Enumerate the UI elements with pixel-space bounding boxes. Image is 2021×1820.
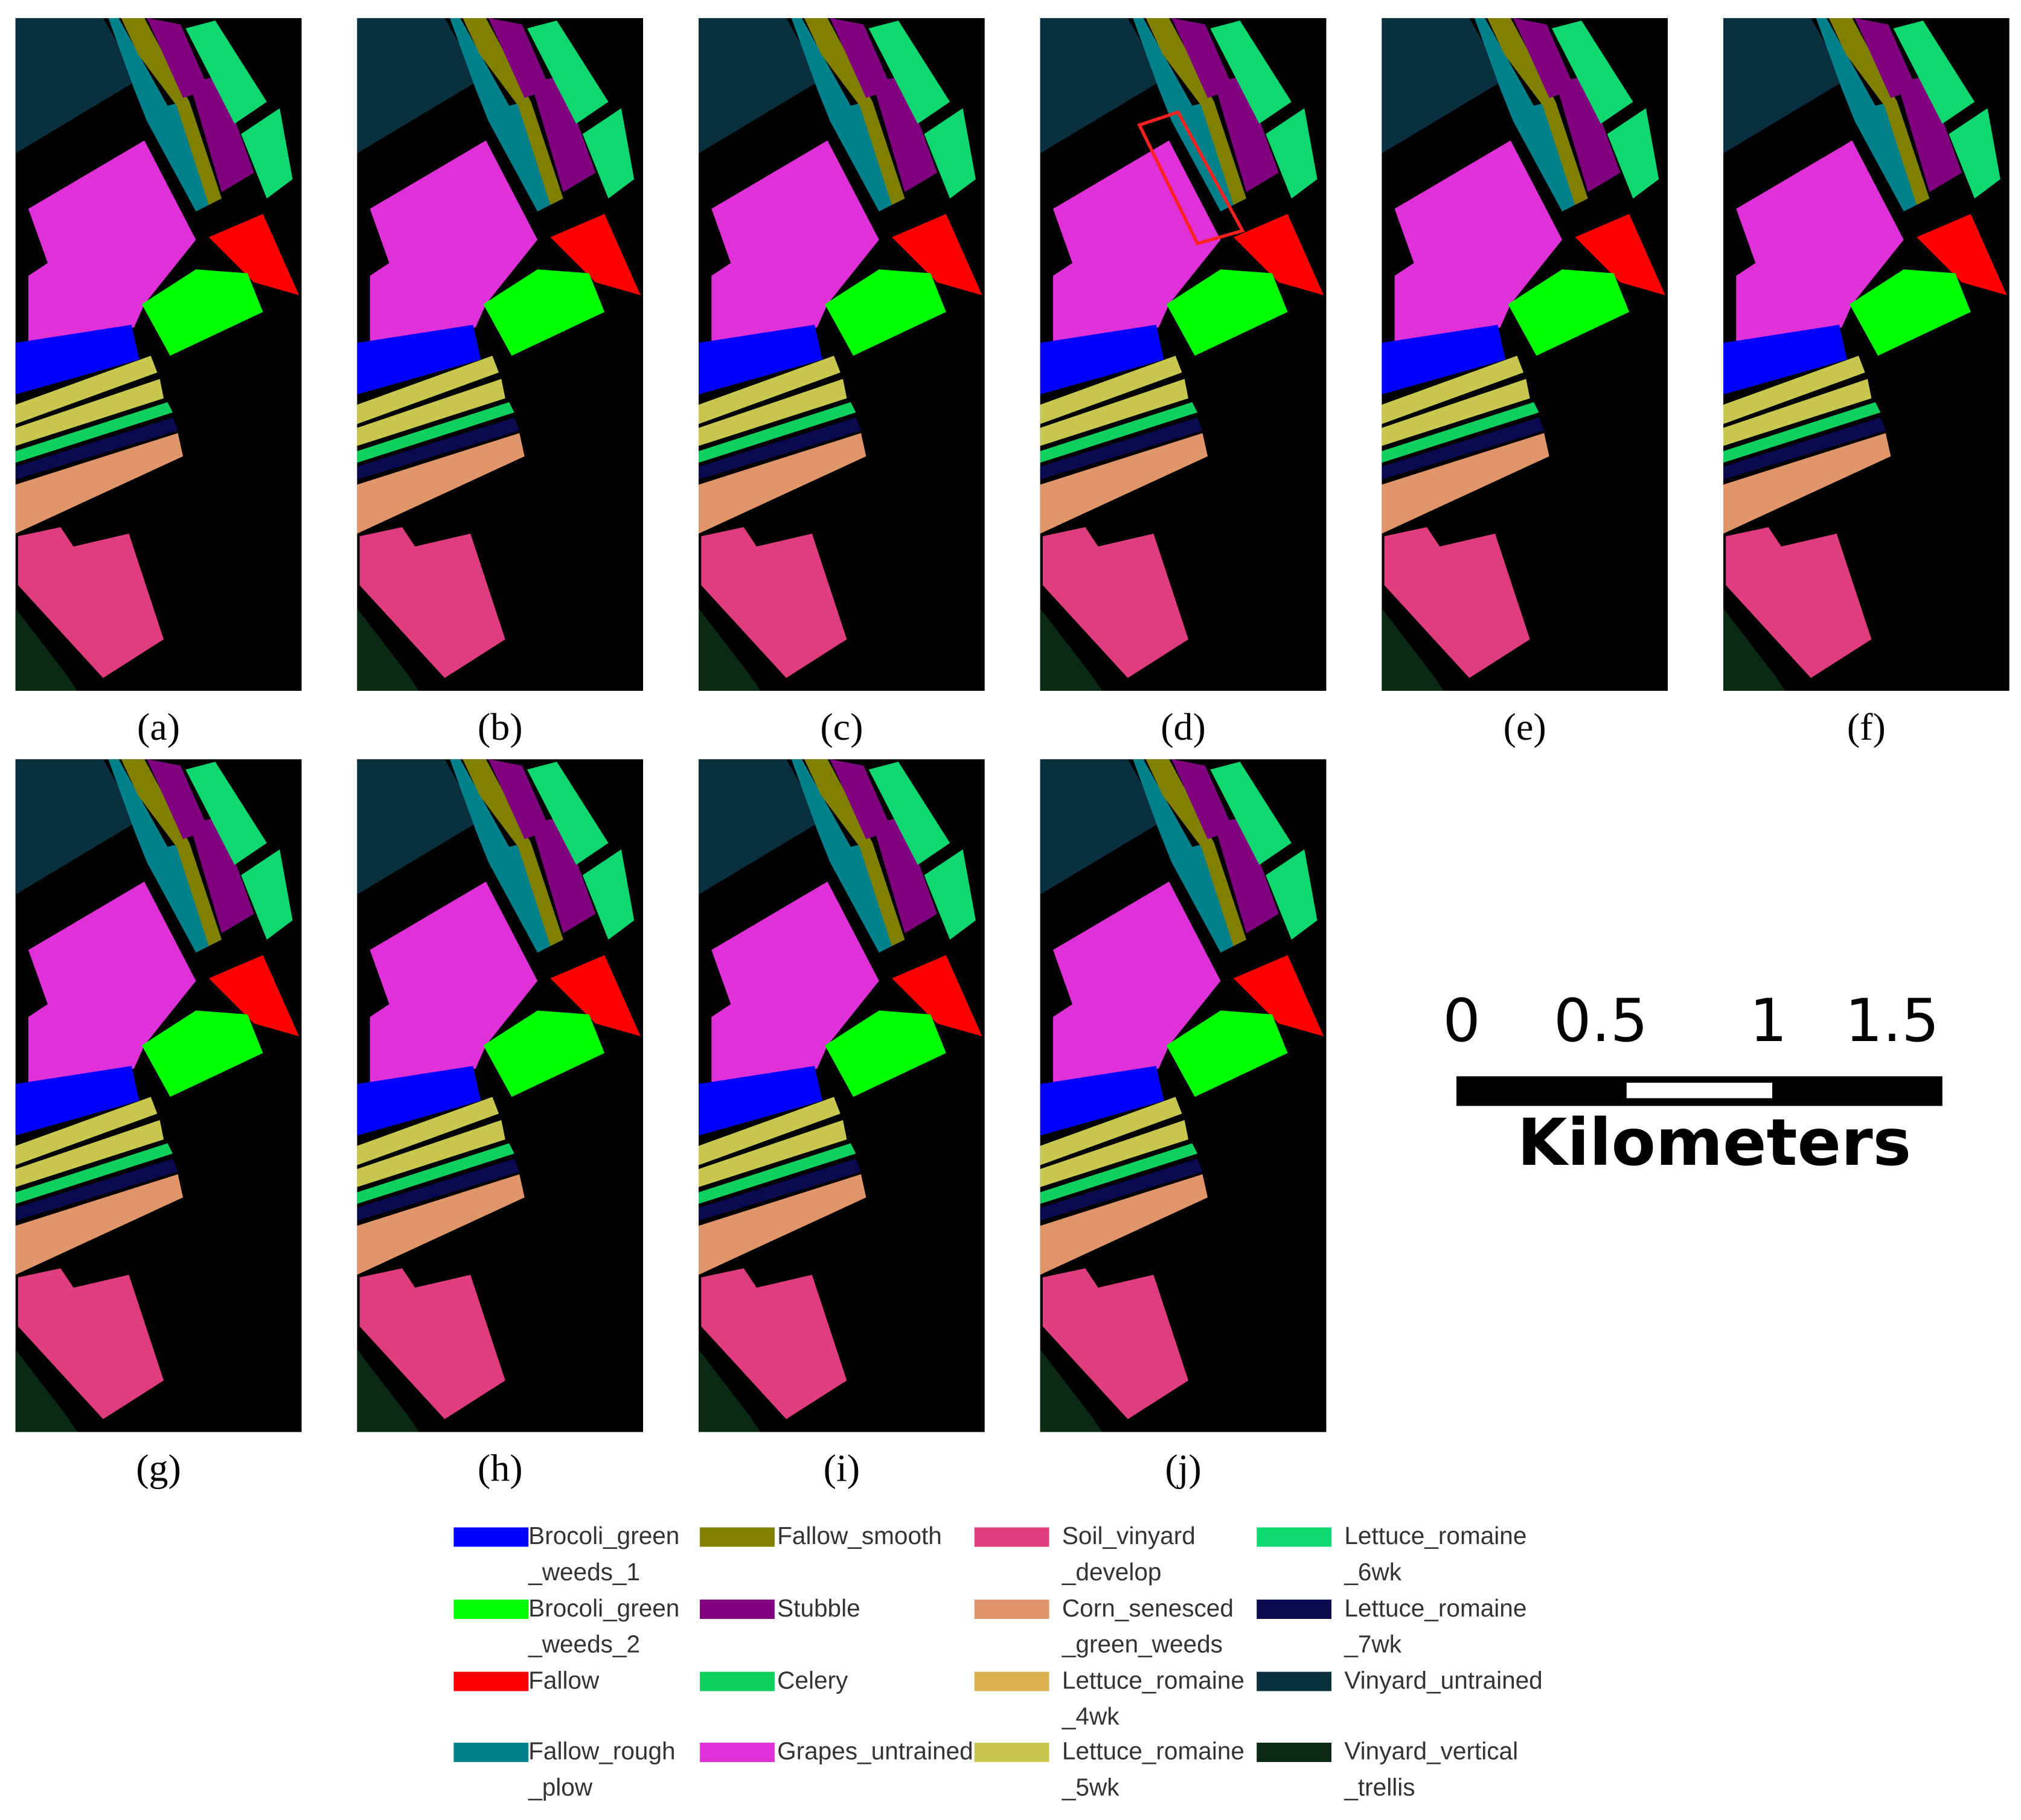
legend-label: Celery: [777, 1666, 848, 1694]
legend-label: Corn_senesced: [1062, 1594, 1234, 1622]
legend-label: Vinyard_vertical: [1344, 1737, 1518, 1765]
legend-label: _7wk: [1344, 1630, 1401, 1658]
scale-tick-label: 0.5: [1554, 987, 1648, 1056]
classification-map: [357, 18, 644, 691]
legend-label: Fallow_smooth: [777, 1522, 942, 1549]
legend-label: Lettuce_romaine: [1062, 1737, 1244, 1765]
classification-map: [698, 18, 985, 691]
panel-label: (i): [824, 1446, 860, 1489]
classification-map: [1382, 18, 1668, 691]
legend-swatch: [700, 1527, 775, 1547]
legend-label: Lettuce_romaine: [1344, 1594, 1526, 1622]
scale-unit: Kilometers: [1517, 1106, 1911, 1181]
legend-swatch: [453, 1742, 529, 1762]
legend-label: Stubble: [777, 1594, 860, 1622]
legend-label: Brocoli_green: [528, 1522, 679, 1549]
panel-label: (c): [820, 705, 863, 748]
panel-label: (f): [1847, 705, 1886, 748]
scale-tick-label: 1.5: [1845, 987, 1939, 1056]
classification-map: [15, 18, 302, 691]
legend-swatch: [1257, 1527, 1332, 1547]
legend-label: Grapes_untrained: [777, 1737, 973, 1765]
legend-swatch: [974, 1527, 1049, 1547]
classification-map: [1040, 759, 1327, 1432]
legend-label: _trellis: [1344, 1773, 1415, 1801]
scale-tick-label: 0: [1443, 987, 1480, 1056]
classification-map: [698, 759, 985, 1432]
legend-label: Vinyard_untrained: [1344, 1666, 1542, 1694]
legend-swatch: [974, 1742, 1049, 1762]
legend-swatch: [700, 1599, 775, 1620]
panel-label: (j): [1165, 1446, 1201, 1489]
legend-label: _plow: [528, 1773, 593, 1801]
legend-label: _develop: [1062, 1558, 1162, 1586]
legend-label: Brocoli_green: [528, 1594, 679, 1622]
legend-swatch: [1257, 1599, 1332, 1620]
legend-label: _weeds_1: [528, 1558, 640, 1586]
classification-map: [1723, 18, 2010, 691]
legend-label: _weeds_2: [528, 1630, 640, 1658]
legend-label: Fallow_rough: [528, 1737, 675, 1765]
legend-swatch: [974, 1599, 1049, 1620]
legend-swatch: [1257, 1742, 1332, 1762]
highlight-box: [1137, 110, 1245, 246]
panel-label: (d): [1161, 705, 1206, 748]
legend-label: Lettuce_romaine: [1062, 1666, 1244, 1694]
legend-swatch: [700, 1742, 775, 1762]
legend-swatch: [453, 1599, 529, 1620]
legend-label: Lettuce_romaine: [1344, 1522, 1526, 1549]
panel-label: (a): [137, 705, 180, 748]
classification-map: [15, 759, 302, 1432]
legend-swatch: [700, 1671, 775, 1691]
legend-swatch: [453, 1527, 529, 1547]
legend-swatch: [453, 1671, 529, 1691]
legend-label: Fallow: [528, 1666, 600, 1694]
panel-label: (b): [478, 705, 523, 748]
legend-label: _4wk: [1062, 1702, 1119, 1730]
legend-label: _green_weeds: [1062, 1630, 1223, 1658]
legend-swatch: [974, 1671, 1049, 1691]
legend-swatch: [1257, 1671, 1332, 1691]
classification-map: [357, 759, 644, 1432]
panel-label: (g): [136, 1446, 181, 1489]
legend-label: _6wk: [1344, 1558, 1401, 1586]
legend-label: _5wk: [1062, 1773, 1119, 1801]
panel-label: (h): [478, 1446, 523, 1489]
scale-tick-label: 1: [1749, 987, 1787, 1056]
panel-label: (e): [1504, 705, 1546, 748]
legend-label: Soil_vinyard: [1062, 1522, 1196, 1549]
scale-bar-segment: [1626, 1083, 1773, 1098]
